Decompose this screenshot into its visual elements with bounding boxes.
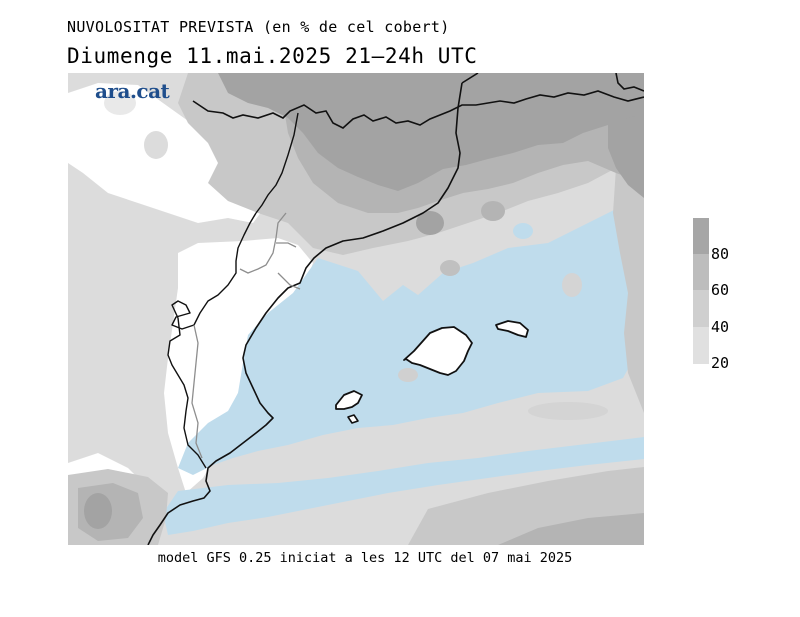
cloud-band-80-100-east bbox=[608, 113, 644, 198]
model-caption: model GFS 0.25 iniciat a les 12 UTC del … bbox=[157, 550, 573, 566]
legend-tick-label: 60 bbox=[711, 281, 730, 299]
legend-swatch-60-80 bbox=[693, 254, 709, 290]
regional-border-inner bbox=[239, 212, 301, 290]
france-outline-north bbox=[461, 72, 645, 92]
clear-area-sea bbox=[178, 209, 640, 475]
legend-tick-label: 40 bbox=[711, 318, 730, 336]
legend-tick-label: 80 bbox=[711, 245, 730, 263]
cloud-band-60-80-south-east bbox=[498, 513, 644, 545]
france-spain-border bbox=[192, 90, 645, 129]
legend-tick-label: 20 bbox=[711, 354, 730, 372]
legend-swatch-20-40 bbox=[693, 327, 709, 364]
color-legend: 80 60 40 20 bbox=[693, 218, 753, 372]
map-canvas bbox=[68, 72, 645, 546]
island-minorca bbox=[495, 320, 529, 338]
ara-cat-logo: ara.cat bbox=[95, 79, 170, 103]
regional-border-inner-south bbox=[191, 324, 203, 459]
island-ibiza bbox=[335, 390, 363, 410]
clear-area-sea-south bbox=[163, 437, 644, 535]
cloud-band-80-100 bbox=[218, 73, 644, 191]
cloud-cover-map bbox=[68, 72, 645, 546]
map-subtitle-date: Diumenge 11.mai.2025 21–24h UTC bbox=[67, 44, 478, 68]
legend-swatch-40-60 bbox=[693, 290, 709, 327]
island-formentera bbox=[347, 414, 359, 424]
legend-swatch-80-100 bbox=[693, 218, 709, 254]
aragon-valencia-outline bbox=[167, 212, 257, 469]
island-majorca bbox=[403, 326, 473, 376]
catalonia-aragon-border bbox=[255, 112, 299, 214]
peninsula-coastline bbox=[147, 82, 463, 546]
map-title: NUVOLOSITAT PREVISTA (en % de cel cobert… bbox=[67, 18, 450, 36]
cloud-band-40-60-east bbox=[613, 153, 644, 413]
